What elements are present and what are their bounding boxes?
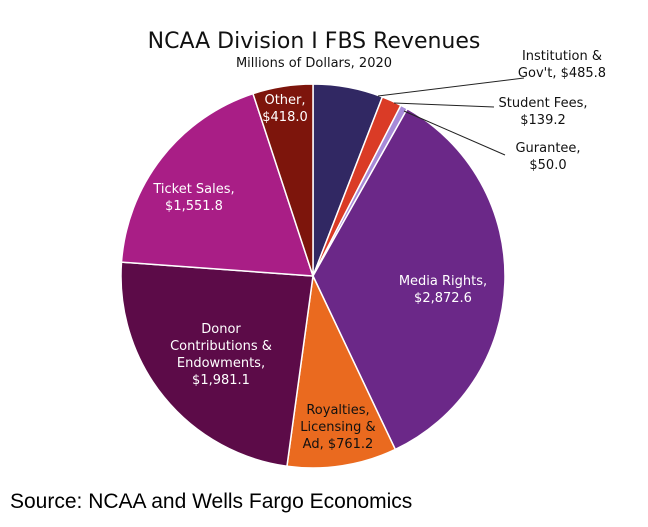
- slice-label-line: $50.0: [529, 158, 566, 173]
- slice-label-student-fees: Student Fees, $139.2: [499, 96, 588, 128]
- slice-label-media-rights: Media Rights, $2,872.6: [399, 274, 487, 306]
- slice-label-line: Gurantee,: [515, 141, 580, 156]
- leader-line-institution: [377, 77, 525, 97]
- chart-title: NCAA Division I FBS Revenues: [148, 29, 481, 54]
- slice-label-line: $1,551.8: [165, 199, 223, 214]
- pie-slice-donor: [120, 261, 314, 467]
- slice-label-line: Ticket Sales,: [152, 182, 234, 197]
- slice-label-line: Licensing &: [300, 420, 375, 435]
- slice-label-line: $1,981.1: [192, 373, 250, 388]
- slice-label-line: Donor: [201, 322, 241, 337]
- slice-label-line: Institution &: [522, 49, 602, 64]
- slice-label-line: Student Fees,: [499, 96, 588, 111]
- source-note: Source: NCAA and Wells Fargo Economics: [10, 490, 413, 513]
- pie-slice-ticket-sales: [120, 92, 314, 277]
- pie-slices: [120, 83, 506, 469]
- leader-line-gurantee: [403, 110, 506, 156]
- leader-line-student-fees: [393, 102, 495, 108]
- chart-subtitle: Millions of Dollars, 2020: [236, 56, 392, 71]
- slice-label-line: $139.2: [520, 113, 566, 128]
- slice-label-line: Endowments,: [177, 356, 265, 371]
- slice-label-line: Other,: [264, 93, 305, 108]
- slice-label-line: Gov't, $485.8: [518, 66, 606, 81]
- slice-label-other: Other, $418.0: [262, 93, 308, 125]
- pie-slice-media-rights: [312, 108, 506, 451]
- slice-label-institution: Institution & Gov't, $485.8: [518, 49, 606, 81]
- slice-label-line: $2,872.6: [414, 291, 472, 306]
- slice-label-line: Media Rights,: [399, 274, 487, 289]
- slice-label-gurantee: Gurantee, $50.0: [515, 141, 580, 173]
- slice-label-line: Contributions &: [170, 339, 272, 354]
- pie-slice-royalties: [286, 275, 397, 469]
- slice-label-line: $418.0: [262, 110, 308, 125]
- leader-lines: [377, 77, 525, 156]
- slice-label-line: Royalties,: [306, 403, 369, 418]
- slice-label-ticket-sales: Ticket Sales, $1,551.8: [152, 182, 234, 214]
- pie-slice-other: [252, 83, 314, 277]
- slice-labels: Institution & Gov't, $485.8 Student Fees, $…: [152, 49, 606, 452]
- slice-label-line: Ad, $761.2: [303, 437, 374, 452]
- slice-label-royalties: Royalties, Licensing & Ad, $761.2: [300, 403, 375, 452]
- slice-label-donor: Donor Contributions & Endowments, $1,981.1: [170, 322, 272, 388]
